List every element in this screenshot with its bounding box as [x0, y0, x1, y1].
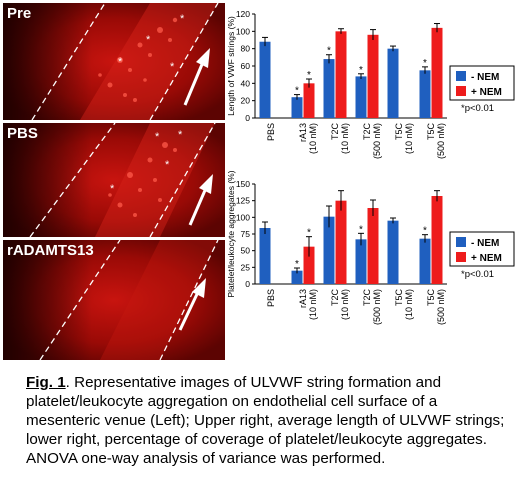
category-sublabel: (10 nM)	[340, 289, 350, 320]
y-tick-label: 100	[236, 212, 250, 222]
y-tick-label: 60	[241, 61, 251, 71]
legend-chart1: - NEM + NEM *p<0.01	[449, 65, 515, 114]
category-label: PBS	[266, 289, 276, 307]
y-tick-label: 100	[236, 26, 250, 36]
bar-minus-nem	[323, 59, 335, 118]
significance-marker: *	[359, 65, 363, 76]
category-sublabel: (500 nM)	[436, 289, 446, 325]
category-sublabel: (10 nM)	[404, 289, 414, 320]
bar-minus-nem	[419, 238, 431, 284]
significance-marker: *	[327, 46, 331, 57]
y-tick-label: 40	[241, 78, 251, 88]
figure: * * * * Pre * * * * PBS rADA	[3, 2, 515, 361]
legend-label-plus-nem: + NEM	[471, 253, 502, 264]
bar-plus-nem	[303, 83, 315, 118]
bar-minus-nem	[323, 216, 335, 284]
bar-minus-nem	[259, 228, 271, 284]
y-tick-label: 25	[241, 262, 251, 272]
bar-minus-nem	[259, 41, 271, 118]
panel-label-pbs: PBS	[7, 125, 38, 142]
category-label: T5C	[426, 289, 436, 307]
bar-minus-nem	[419, 70, 431, 118]
pvalue-note-chart2: *p<0.01	[461, 269, 494, 280]
category-label: rA13	[298, 123, 308, 142]
category-label: T2C	[362, 289, 372, 307]
bar-plus-nem	[303, 246, 315, 284]
bar-minus-nem	[291, 270, 303, 284]
category-label: T5C	[394, 289, 404, 307]
legend-label-minus-nem: - NEM	[471, 238, 499, 249]
legend-swatch-minus-nem	[456, 237, 466, 247]
bar-plus-nem	[335, 200, 347, 284]
bar-plus-nem	[367, 208, 379, 284]
pvalue-note-chart1: *p<0.01	[461, 103, 494, 114]
svg-text:*: *	[146, 34, 151, 46]
category-sublabel: (500 nM)	[372, 289, 382, 325]
significance-marker: *	[295, 86, 299, 97]
significance-marker: *	[307, 70, 311, 81]
panel-label-pre: Pre	[7, 5, 31, 22]
bar-plus-nem	[431, 196, 443, 284]
svg-text:*: *	[155, 131, 160, 143]
significance-marker: *	[295, 259, 299, 270]
category-sublabel: (10 nM)	[308, 123, 318, 154]
legend-swatch-minus-nem	[456, 71, 466, 81]
caption-text: . Representative images of ULVWF string …	[26, 374, 505, 467]
bar-minus-nem	[355, 239, 367, 284]
category-sublabel: (500 nM)	[436, 123, 446, 159]
category-label: PBS	[266, 123, 276, 141]
image-panel-pbs: * * * * PBS	[3, 122, 225, 238]
figure-caption: Fig. 1. Representative images of ULVWF s…	[26, 373, 512, 468]
y-tick-label: 0	[245, 113, 250, 123]
category-sublabel: (500 nM)	[372, 123, 382, 159]
category-sublabel: (10 nM)	[404, 123, 414, 154]
category-label: rA13	[298, 289, 308, 308]
y-tick-label: 0	[245, 279, 250, 289]
y-tick-label: 80	[241, 44, 251, 54]
bar-plus-nem	[367, 34, 379, 118]
legend-label-plus-nem: + NEM	[471, 87, 502, 98]
svg-text:*: *	[180, 13, 185, 25]
figure-label: Fig. 1	[26, 374, 66, 391]
y-tick-label: 20	[241, 96, 251, 106]
significance-marker: *	[423, 58, 427, 69]
significance-marker: *	[423, 226, 427, 237]
y-tick-label: 50	[241, 246, 251, 256]
category-label: T2C	[362, 123, 372, 141]
legend-chart2: - NEM + NEM *p<0.01	[449, 231, 515, 280]
svg-text:*: *	[178, 129, 183, 141]
y-axis-title: Platelet/leukocyte aggregates (%)	[226, 170, 236, 297]
svg-text:*: *	[165, 159, 170, 171]
category-sublabel: (10 nM)	[340, 123, 350, 154]
svg-text:*: *	[170, 61, 175, 73]
bar-minus-nem	[387, 48, 399, 118]
y-tick-label: 120	[236, 9, 250, 19]
svg-text:*: *	[110, 183, 115, 195]
bar-minus-nem	[387, 220, 399, 284]
image-panel-pre: * * * * Pre	[3, 2, 225, 121]
y-tick-label: 125	[236, 196, 250, 206]
bar-plus-nem	[335, 31, 347, 118]
bar-plus-nem	[431, 27, 443, 118]
category-sublabel: (10 nM)	[308, 289, 318, 320]
category-label: T2C	[330, 123, 340, 141]
legend-swatch-plus-nem	[456, 252, 466, 262]
legend-label-minus-nem: - NEM	[471, 72, 499, 83]
category-label: T5C	[394, 123, 404, 141]
legend-swatch-plus-nem	[456, 86, 466, 96]
bar-minus-nem	[355, 76, 367, 118]
y-tick-label: 75	[241, 229, 251, 239]
image-panel-radamts13: rADAMTS13	[3, 239, 225, 361]
category-label: T2C	[330, 289, 340, 307]
y-axis-title: Length of VWF strings (%)	[226, 16, 236, 116]
significance-marker: *	[307, 228, 311, 239]
category-label: T5C	[426, 123, 436, 141]
panel-label-radamts13: rADAMTS13	[7, 242, 94, 259]
svg-text:*: *	[118, 56, 123, 68]
significance-marker: *	[359, 224, 363, 235]
bar-minus-nem	[291, 97, 303, 118]
y-tick-label: 150	[236, 179, 250, 189]
